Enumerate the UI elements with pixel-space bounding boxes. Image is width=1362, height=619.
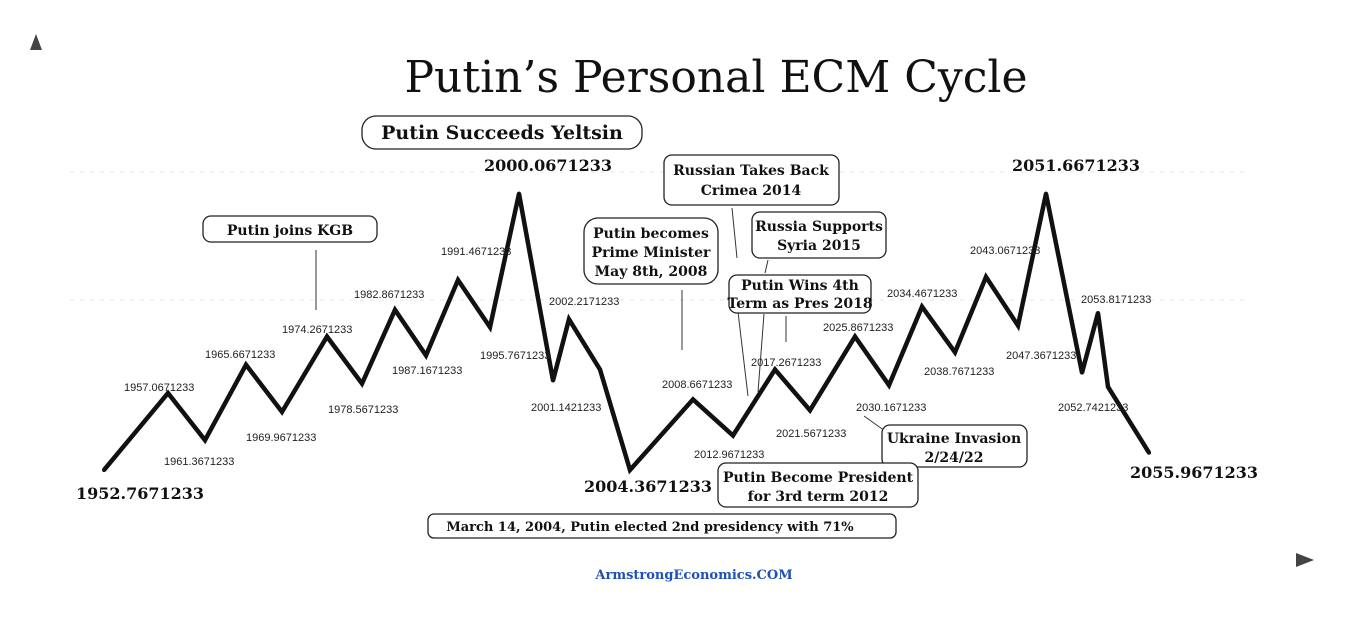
label-1969: 1969.9671233 bbox=[246, 432, 316, 444]
label-2008: 2008.6671233 bbox=[662, 379, 732, 391]
guide-lines bbox=[70, 171, 1250, 301]
cycle-point bbox=[360, 381, 364, 386]
annotation-line: Ukraine Invasion bbox=[887, 431, 1021, 447]
annotation-line: May 8th, 2008 bbox=[595, 264, 708, 280]
annotation-line: Putin joins KGB bbox=[227, 223, 353, 239]
annotation-crimea: Russian Takes Back Crimea 2014 bbox=[663, 154, 840, 206]
annotation-line: Prime Minister bbox=[592, 245, 711, 261]
cycle-point bbox=[567, 317, 571, 322]
annotation-3rd-term: Putin Become President for 3rd term 2012 bbox=[717, 462, 919, 508]
label-2002: 2002.2171233 bbox=[549, 296, 619, 308]
annotation-line: Putin Become President bbox=[723, 470, 914, 486]
annotation-line: Term as Pres 2018 bbox=[727, 296, 872, 312]
cycle-point bbox=[280, 409, 284, 414]
cycle-point bbox=[920, 304, 924, 309]
annotation-line: Russia Supports bbox=[755, 219, 883, 235]
cycle-point bbox=[984, 274, 988, 279]
label-1982: 1982.8671233 bbox=[354, 289, 424, 301]
cycle-point bbox=[808, 408, 812, 413]
label-2047: 2047.3671233 bbox=[1006, 350, 1076, 362]
label-2004: 2004.3671233 bbox=[584, 477, 712, 496]
cycle-point bbox=[203, 438, 207, 443]
label-2000: 2000.0671233 bbox=[484, 156, 612, 175]
label-1978: 1978.5671233 bbox=[328, 404, 398, 416]
label-2021: 2021.5671233 bbox=[776, 428, 846, 440]
cycle-point bbox=[1080, 370, 1084, 375]
label-2034: 2034.4671233 bbox=[887, 288, 957, 300]
chart-title: Putin’s Personal ECM Cycle bbox=[404, 52, 1027, 103]
label-2001: 2001.1421233 bbox=[531, 402, 601, 414]
label-2017: 2017.2671233 bbox=[751, 357, 821, 369]
label-2053: 2053.8171233 bbox=[1081, 294, 1151, 306]
cycle-point bbox=[166, 391, 170, 396]
cycle-point bbox=[887, 383, 891, 388]
cycle-point bbox=[1016, 323, 1020, 328]
cycle-point bbox=[691, 397, 695, 402]
pointer-crimea bbox=[731, 207, 738, 259]
credit-text: ArmstrongEconomics.COM bbox=[594, 568, 792, 583]
y-axis-arrow bbox=[30, 34, 42, 50]
label-2030: 2030.1671233 bbox=[856, 402, 926, 414]
axes bbox=[30, 34, 1314, 567]
annotation-line: Syria 2015 bbox=[777, 238, 861, 254]
annotation-prime-minister: Putin becomes Prime Minister May 8th, 20… bbox=[583, 217, 719, 285]
label-1974: 1974.2671233 bbox=[282, 324, 352, 336]
annotation-2nd-presidency: March 14, 2004, Putin elected 2nd presid… bbox=[427, 513, 897, 539]
cycle-points bbox=[102, 191, 1151, 472]
pointer-4th-term-b bbox=[757, 313, 765, 393]
annotation-line: Russian Takes Back bbox=[673, 163, 829, 179]
annotation-4th-term: Putin Wins 4th Term as Pres 2018 bbox=[727, 274, 873, 314]
annotation-line: Crimea 2014 bbox=[701, 183, 802, 199]
cycle-point bbox=[953, 350, 957, 355]
cycle-point bbox=[598, 367, 602, 372]
label-2025: 2025.8671233 bbox=[823, 322, 893, 334]
annotation-line: Putin becomes bbox=[593, 226, 709, 242]
label-1961: 1961.3671233 bbox=[164, 456, 234, 468]
cycle-point bbox=[393, 307, 397, 312]
pointer-4th-term-a bbox=[737, 311, 749, 397]
label-1957: 1957.0671233 bbox=[124, 382, 194, 394]
annotation-syria: Russia Supports Syria 2015 bbox=[751, 211, 887, 259]
label-2052: 2052.7421233 bbox=[1058, 402, 1128, 414]
cycle-point bbox=[731, 433, 735, 438]
cycle-point bbox=[244, 362, 248, 367]
label-2055: 2055.9671233 bbox=[1130, 463, 1258, 482]
annotation-line: Putin Wins 4th bbox=[741, 278, 859, 294]
cycle-point bbox=[1044, 191, 1048, 196]
cycle-point bbox=[517, 191, 521, 196]
cycle-point bbox=[456, 278, 460, 283]
cycle-point bbox=[773, 367, 777, 372]
cycle-point bbox=[424, 353, 428, 358]
cycle-point bbox=[1147, 450, 1151, 455]
x-axis-arrow bbox=[1296, 553, 1314, 567]
annotation-line: for 3rd term 2012 bbox=[748, 489, 889, 505]
label-2038: 2038.7671233 bbox=[924, 366, 994, 378]
label-1965: 1965.6671233 bbox=[205, 349, 275, 361]
label-2051: 2051.6671233 bbox=[1012, 156, 1140, 175]
label-2043: 2043.0671233 bbox=[970, 245, 1040, 257]
point-labels: 1952.7671233 1957.0671233 1961.3671233 1… bbox=[76, 156, 1258, 503]
annotation-succeeds-yeltsin: Putin Succeeds Yeltsin bbox=[361, 115, 643, 150]
label-2012: 2012.9671233 bbox=[694, 449, 764, 461]
annotation-joins-kgb: Putin joins KGB bbox=[202, 215, 378, 243]
annotation-line: 2/24/22 bbox=[925, 450, 984, 466]
annotation-ukraine-invasion: Ukraine Invasion 2/24/22 bbox=[881, 424, 1028, 468]
label-1952: 1952.7671233 bbox=[76, 484, 204, 503]
label-1987: 1987.1671233 bbox=[392, 365, 462, 377]
cycle-point bbox=[325, 334, 329, 339]
cycle-point bbox=[1096, 311, 1100, 315]
pointer-syria bbox=[764, 259, 769, 274]
cycle-point bbox=[853, 334, 857, 339]
cycle-point bbox=[628, 468, 632, 472]
cycle-point bbox=[102, 468, 106, 472]
label-1991: 1991.4671233 bbox=[441, 246, 511, 258]
annotation-line: March 14, 2004, Putin elected 2nd presid… bbox=[446, 520, 854, 535]
label-1995: 1995.7671233 bbox=[480, 350, 550, 362]
cycle-point bbox=[551, 378, 555, 383]
cycle-point bbox=[488, 325, 492, 330]
cycle-point bbox=[1106, 384, 1110, 389]
annotation-line: Putin Succeeds Yeltsin bbox=[381, 122, 623, 144]
